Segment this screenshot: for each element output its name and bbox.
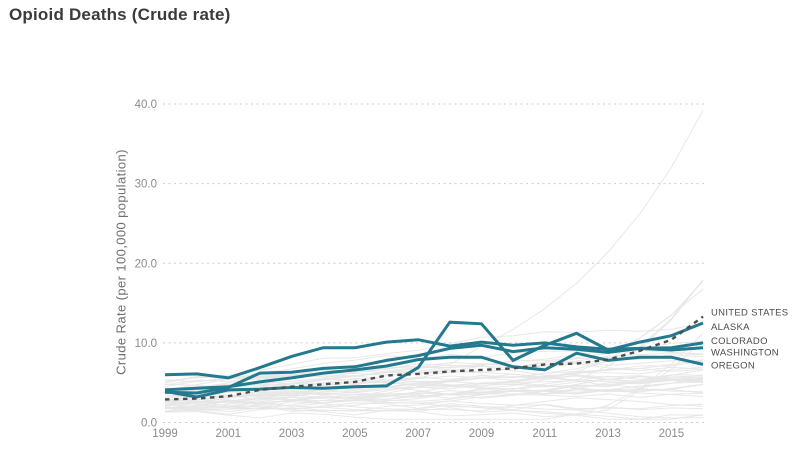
background-state-line (164, 359, 704, 410)
background-state-line (164, 366, 704, 409)
background-state-line (164, 393, 704, 419)
x-tick-label: 2003 (279, 428, 305, 440)
background-state-line (164, 400, 704, 412)
y-tick-label: 10.0 (135, 338, 157, 350)
background-state-line (164, 375, 704, 402)
series-label-washington: WASHINGTON (711, 348, 779, 359)
background-state-line (164, 404, 704, 420)
y-axis-title: Crude Rate (per 100,000 population) (113, 149, 129, 375)
background-state-line (164, 333, 704, 420)
y-tick-label: 30.0 (135, 179, 157, 191)
series-line-oregon (164, 351, 704, 392)
series-label-alaska: ALASKA (711, 322, 750, 333)
series-line-alaska (164, 320, 704, 399)
x-tick-label: 2013 (595, 428, 621, 440)
x-tick-label: 2011 (532, 428, 557, 440)
background-state-line (164, 384, 704, 412)
background-state-line (164, 340, 704, 418)
x-tick-label: 1999 (152, 428, 178, 440)
x-tick-label: 2007 (405, 428, 431, 440)
series-label-oregon: OREGON (711, 360, 755, 371)
series-label-colorado: COLORADO (711, 336, 768, 347)
background-state-line (164, 397, 704, 413)
y-tick-label: 20.0 (135, 258, 157, 270)
x-tick-label: 2009 (469, 428, 495, 440)
y-tick-label: 40.0 (135, 99, 157, 111)
y-tick-label: 0.0 (141, 418, 157, 430)
series-label-united-states: UNITED STATES (711, 308, 788, 319)
background-state-line (164, 388, 704, 405)
x-tick-label: 2015 (659, 428, 685, 440)
x-tick-label: 2005 (342, 428, 368, 440)
series-line-united-states (164, 315, 704, 401)
x-tick-label: 2001 (216, 428, 242, 440)
series-line-colorado (164, 341, 704, 395)
chart-title: Opioid Deaths (Crude rate) (9, 5, 231, 24)
